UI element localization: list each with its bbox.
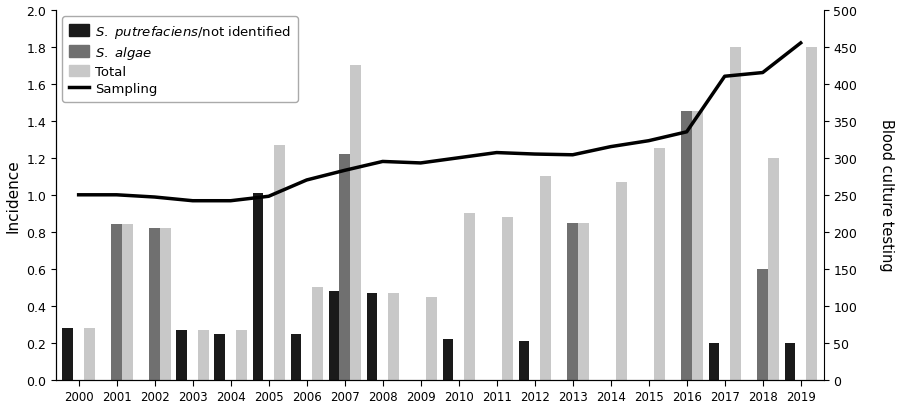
- Bar: [366, 293, 377, 380]
- Bar: [540, 177, 551, 380]
- Bar: [62, 328, 73, 380]
- Bar: [806, 47, 817, 380]
- Bar: [681, 112, 692, 380]
- Bar: [757, 269, 768, 380]
- Bar: [236, 330, 247, 380]
- Bar: [692, 112, 703, 380]
- Bar: [464, 214, 475, 380]
- Bar: [730, 47, 741, 380]
- Bar: [160, 229, 171, 380]
- Bar: [518, 341, 529, 380]
- Bar: [328, 291, 339, 380]
- Bar: [291, 334, 302, 380]
- Bar: [112, 225, 122, 380]
- Bar: [578, 223, 589, 380]
- Bar: [312, 288, 323, 380]
- Bar: [84, 328, 94, 380]
- Bar: [388, 293, 399, 380]
- Bar: [785, 343, 796, 380]
- Bar: [567, 223, 578, 380]
- Bar: [502, 218, 513, 380]
- Bar: [176, 330, 187, 380]
- Bar: [708, 343, 719, 380]
- Bar: [198, 330, 209, 380]
- Bar: [443, 339, 454, 380]
- Legend: $\it{S.\ putrefaciens}$/not identified, $\it{S.\ algae}$, Total, Sampling: $\it{S.\ putrefaciens}$/not identified, …: [62, 17, 298, 103]
- Bar: [616, 182, 626, 380]
- Y-axis label: Incidence: Incidence: [5, 159, 21, 232]
- Bar: [339, 155, 350, 380]
- Bar: [768, 158, 778, 380]
- Bar: [149, 229, 160, 380]
- Bar: [426, 297, 436, 380]
- Bar: [350, 66, 361, 380]
- Bar: [253, 193, 264, 380]
- Bar: [274, 146, 284, 380]
- Y-axis label: Blood culture testing: Blood culture testing: [879, 119, 895, 272]
- Bar: [122, 225, 133, 380]
- Bar: [654, 149, 665, 380]
- Bar: [214, 334, 225, 380]
